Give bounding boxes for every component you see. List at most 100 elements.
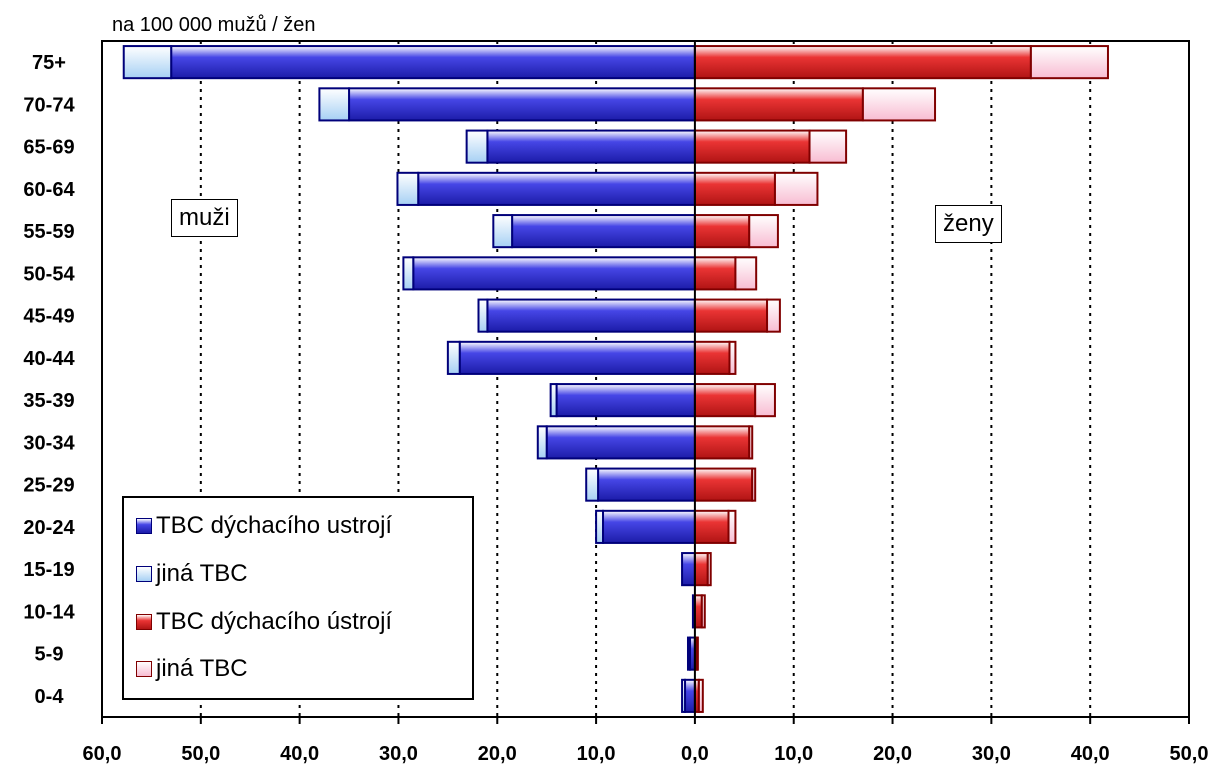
y-tick-label: 50-54: [23, 263, 75, 285]
bar-men-other: [536, 425, 548, 460]
unit-label: na 100 000 mužů / žen: [112, 14, 316, 36]
bar-men-other: [402, 256, 415, 291]
bar-men-respiratory: [681, 552, 696, 587]
x-tick-labels: 60,0 50,0 40,0 30,0 20,0 10,0 0,0 10,0 20,0 30,0 4…: [83, 717, 1209, 765]
y-tick-label: 35-39: [23, 390, 74, 412]
y-tick-label: 0-4: [35, 686, 65, 708]
legend: TBC dýchacího ustrojí jiná TBC TBC dýcha…: [122, 496, 474, 700]
bar-women-respiratory: [693, 340, 731, 375]
bars: [122, 41, 1109, 717]
x-tick-label: 30,0: [972, 743, 1011, 765]
bar-women-other: [734, 256, 758, 291]
bar-women-respiratory: [693, 425, 751, 460]
bar-men-respiratory: [458, 340, 696, 375]
bar-men-other: [681, 678, 687, 713]
bar-men-respiratory: [597, 467, 696, 502]
bar-women-respiratory: [693, 45, 1032, 80]
legend-swatch-women-respiratory: [136, 614, 152, 630]
y-tick-label: 30-34: [23, 432, 75, 454]
bar-men-other: [477, 298, 489, 333]
bar-men-other: [396, 171, 420, 206]
bar-women-respiratory: [693, 383, 757, 418]
y-tick-label: 75+: [32, 52, 66, 74]
bar-men-other: [122, 45, 173, 80]
bar-men-respiratory: [412, 256, 696, 291]
y-tick-label: 20-24: [23, 517, 75, 539]
bar-women-respiratory: [693, 256, 737, 291]
legend-label: jiná TBC: [156, 560, 248, 587]
bar-women-respiratory: [693, 87, 864, 122]
y-tick-label: 70-74: [23, 94, 75, 116]
y-tick-label: 10-14: [23, 601, 75, 623]
bar-women-other: [700, 594, 706, 629]
bar-men-respiratory: [545, 425, 696, 460]
legend-item-women-respiratory: TBC dýchacího ústrojí: [136, 607, 392, 637]
x-tick-label: 60,0: [83, 743, 122, 765]
bar-men-other: [318, 87, 351, 122]
x-tick-label: 50,0: [1170, 743, 1209, 765]
x-tick-label: 30,0: [379, 743, 418, 765]
bar-women-other: [773, 171, 819, 206]
bar-women-respiratory: [693, 509, 730, 544]
bar-women-respiratory: [693, 552, 709, 587]
y-tick-label: 45-49: [23, 306, 74, 328]
legend-item-men-other: jiná TBC: [136, 559, 248, 589]
bar-women-other: [808, 129, 848, 164]
bar-women-respiratory: [693, 171, 776, 206]
x-tick-label: 0,0: [681, 743, 709, 765]
bar-women-other: [748, 425, 754, 460]
bar-men-respiratory: [348, 87, 696, 122]
bar-women-respiratory: [693, 129, 811, 164]
legend-swatch-men-other: [136, 566, 152, 582]
legend-label: TBC dýchacího ustrojí: [156, 512, 393, 539]
legend-swatch-men-respiratory: [136, 518, 152, 534]
bar-men-respiratory: [555, 383, 696, 418]
bar-women-other: [706, 552, 712, 587]
x-tick-label: 40,0: [1071, 743, 1110, 765]
bar-men-respiratory: [486, 298, 696, 333]
bar-men-respiratory: [511, 214, 696, 249]
bar-men-respiratory: [417, 171, 696, 206]
y-tick-label: 25-29: [23, 475, 74, 497]
y-tick-label: 15-19: [23, 559, 74, 581]
y-tick-label: 55-59: [23, 221, 74, 243]
bar-men-respiratory: [602, 509, 696, 544]
bar-women-other: [861, 87, 937, 122]
bar-men-respiratory: [170, 45, 696, 80]
bar-women-other: [754, 383, 776, 418]
bar-women-respiratory: [693, 594, 703, 629]
bar-men-other: [595, 509, 605, 544]
bar-women-other: [748, 214, 779, 249]
bar-women-respiratory: [693, 467, 754, 502]
x-tick-label: 10,0: [577, 743, 616, 765]
bar-women-other: [728, 340, 737, 375]
legend-swatch-women-other: [136, 661, 152, 677]
y-tick-label: 5-9: [35, 644, 64, 666]
x-tick-label: 50,0: [181, 743, 220, 765]
men-label: muži: [171, 199, 238, 237]
y-tick-label: 65-69: [23, 137, 74, 159]
y-tick-label: 60-64: [23, 179, 75, 201]
women-label: ženy: [935, 205, 1002, 243]
bar-women-other: [695, 636, 699, 671]
bar-men-other: [446, 340, 461, 375]
bar-men-other: [549, 383, 558, 418]
x-tick-label: 40,0: [280, 743, 319, 765]
bar-women-other: [751, 467, 757, 502]
x-tick-label: 20,0: [478, 743, 517, 765]
bar-women-other: [697, 678, 704, 713]
bar-women-other: [727, 509, 737, 544]
bar-women-respiratory: [693, 214, 751, 249]
x-tick-label: 20,0: [873, 743, 912, 765]
legend-item-women-other: jiná TBC: [136, 654, 248, 684]
bar-women-respiratory: [693, 298, 769, 333]
legend-label: jiná TBC: [156, 655, 248, 682]
y-tick-label: 40-44: [23, 348, 75, 370]
bar-men-other: [492, 214, 514, 249]
legend-label: TBC dýchacího ústrojí: [156, 608, 393, 635]
bar-men-other: [686, 636, 691, 671]
bar-men-respiratory: [684, 678, 696, 713]
bar-women-other: [766, 298, 781, 333]
bar-men-respiratory: [486, 129, 696, 164]
bar-men-other: [585, 467, 600, 502]
